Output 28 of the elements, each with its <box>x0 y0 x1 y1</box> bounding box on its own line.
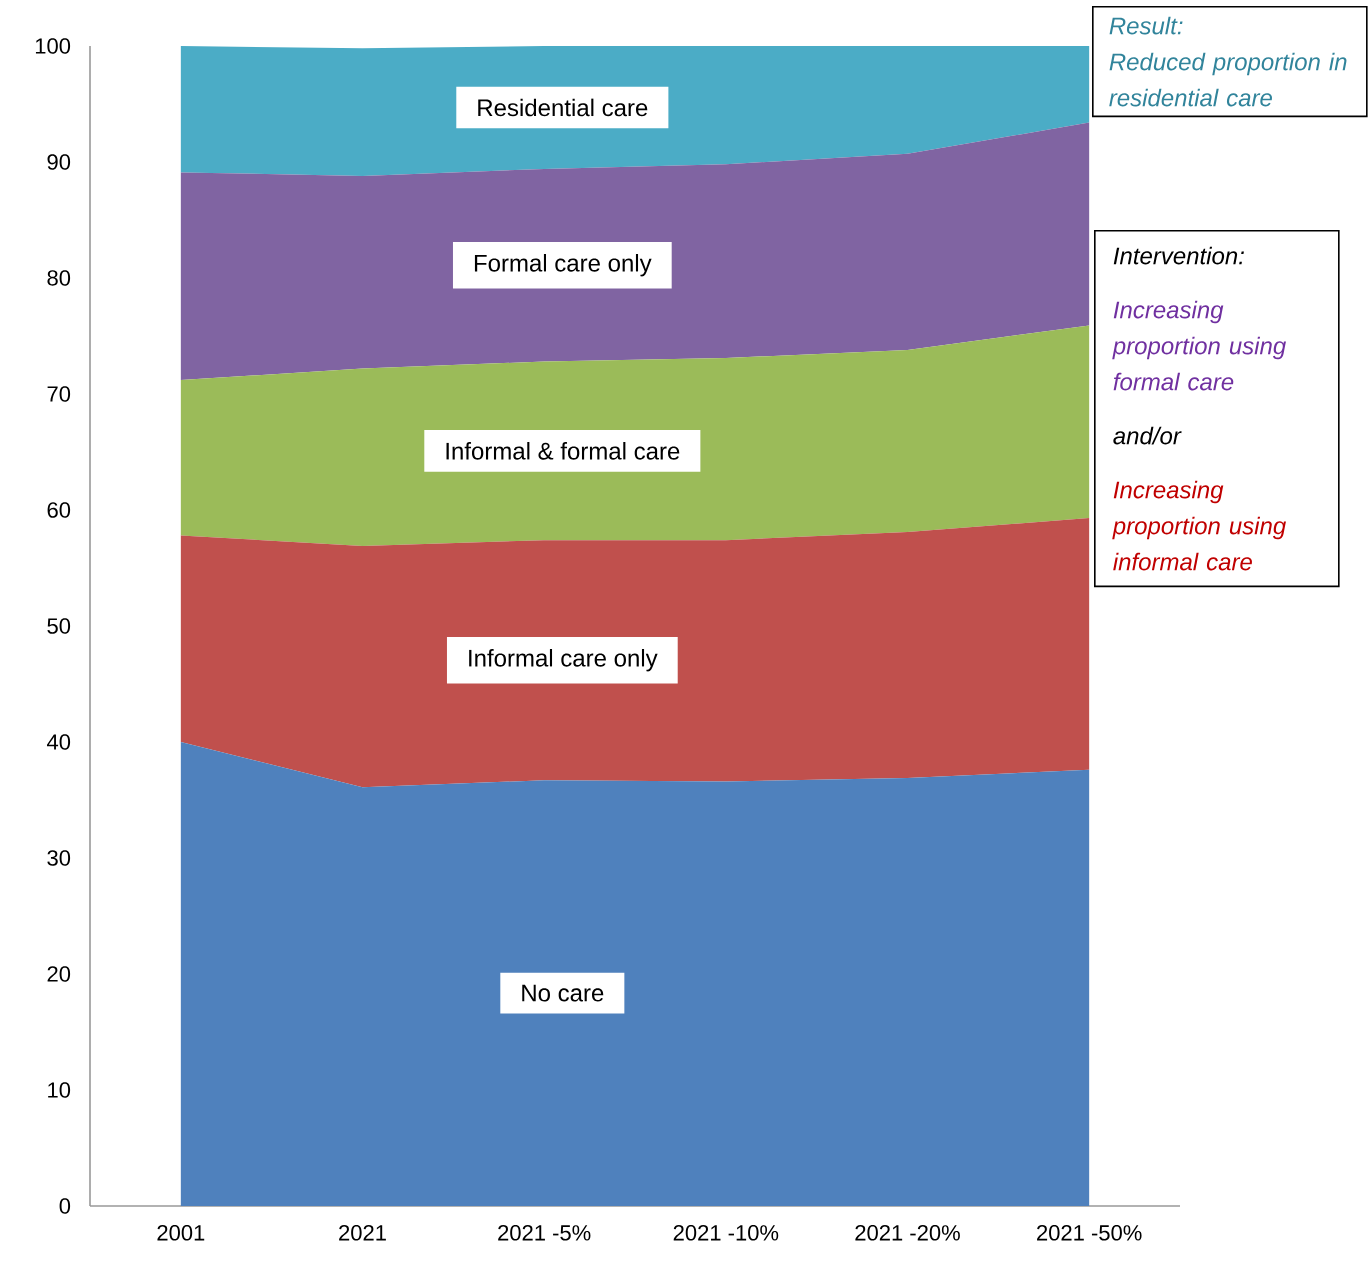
y-tick-label: 30 <box>47 850 71 866</box>
series-label: No care <box>522 984 604 1002</box>
y-tick-label: 80 <box>47 270 71 286</box>
y-tick-label: 20 <box>47 966 71 982</box>
y-tick-label: 50 <box>47 618 71 634</box>
x-tick-label: 2021 -20% <box>855 1225 960 1241</box>
y-tick-label: 70 <box>47 386 71 402</box>
y-tick-label: 90 <box>47 154 71 170</box>
series-label: Informal care only <box>469 649 658 672</box>
text: Increasing proportion using formal care <box>1112 300 1286 391</box>
x-tick-label: 2021 <box>339 1225 386 1241</box>
x-tick-label: 2001 <box>157 1225 205 1241</box>
text: and/or <box>1113 426 1182 445</box>
y-tick-label: 40 <box>46 734 71 750</box>
y-tick-label: 10 <box>48 1082 71 1098</box>
x-tick-label: 2021 -10% <box>673 1225 779 1241</box>
x-tick-label: 2021 -5% <box>498 1225 591 1241</box>
text: Intervention: <box>1113 246 1244 265</box>
series-label: Informal & formal care <box>446 442 680 460</box>
text: Reduced proportion in residential care <box>1109 52 1347 107</box>
y-tick-label: 100 <box>35 38 71 54</box>
y-tick-label: 0 <box>59 1198 71 1214</box>
text: Increasing proportion using informal care <box>1112 480 1286 571</box>
x-tick-label: 2021 -50% <box>1037 1225 1142 1241</box>
text: Result: <box>1109 16 1183 35</box>
y-tick-label: 60 <box>47 502 71 518</box>
series-label: Formal care only <box>474 254 652 277</box>
series-label: Residential care <box>478 98 648 117</box>
